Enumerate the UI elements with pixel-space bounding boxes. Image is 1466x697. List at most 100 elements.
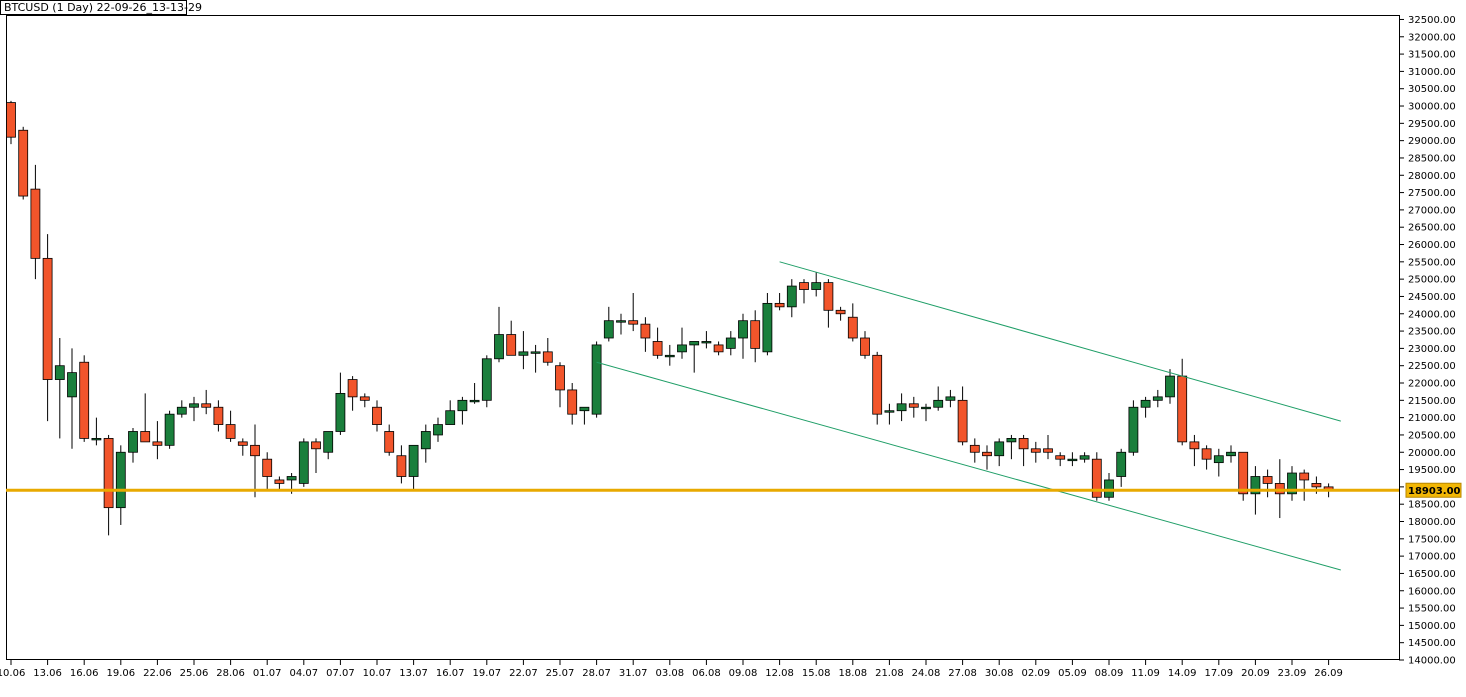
x-tick-label: 28.06 [216, 668, 245, 679]
candle-body-up [457, 399, 468, 412]
x-tick-label: 19.07 [472, 668, 501, 679]
y-tick-label: 18500.00 [1408, 500, 1456, 511]
candle [1213, 448, 1224, 477]
candle-body-up [420, 431, 431, 450]
candle-body-down [140, 431, 151, 443]
candle [128, 428, 138, 463]
x-tick-label: 08.09 [1095, 668, 1124, 679]
candle-body-down [1201, 448, 1212, 460]
candle [372, 400, 382, 432]
candle-body-up [1140, 399, 1151, 408]
candle-body-up [164, 413, 175, 446]
candle-body-up [189, 403, 199, 408]
candle [323, 431, 334, 460]
y-tick-label: 32500.00 [1408, 15, 1456, 26]
y-tick-label: 21500.00 [1408, 396, 1456, 407]
candle-body-up [786, 285, 797, 308]
candle [30, 164, 41, 280]
candle-body-down [555, 365, 565, 391]
chart-title: BTCUSD (1 Day) 22-09-26_13-13-29 [4, 1, 202, 14]
candle-body-down [30, 188, 41, 259]
candle [176, 400, 187, 418]
candle-body-down [79, 361, 90, 439]
candle-body-up [1128, 406, 1139, 453]
candle-body-up [725, 337, 736, 349]
y-tick-label: 15500.00 [1408, 604, 1456, 615]
y-tick-label: 22000.00 [1408, 379, 1456, 390]
candle [1018, 434, 1029, 467]
x-tick-label: 10.06 [0, 668, 25, 679]
candle-body-down [908, 403, 919, 408]
candle-body-down [1238, 451, 1249, 495]
x-tick-label: 06.08 [692, 668, 721, 679]
candle-body-down [311, 441, 321, 450]
trend-lines-layer [6, 261, 1399, 571]
candle-body-down [982, 451, 992, 457]
candle-body-down [506, 334, 517, 356]
candle-body-down [1299, 472, 1310, 481]
y-tick-label: 26500.00 [1408, 223, 1456, 234]
candle [908, 396, 919, 418]
y-tick-label: 14000.00 [1408, 656, 1456, 667]
candle [1226, 445, 1236, 463]
y-tick-label: 31500.00 [1408, 50, 1456, 61]
candle-body-down [1018, 438, 1029, 450]
candle [518, 331, 529, 370]
candle [786, 279, 797, 318]
candle [1189, 434, 1200, 467]
x-tick-label: 17.09 [1204, 668, 1233, 679]
candle [384, 424, 395, 456]
y-tick-label: 25000.00 [1408, 275, 1456, 286]
candle-body-up [616, 320, 626, 323]
candle [1116, 448, 1127, 487]
candle-body-down [628, 320, 639, 325]
candle-body-up [603, 320, 614, 339]
x-tick-label: 13.07 [399, 668, 428, 679]
candle-body-down [750, 320, 761, 349]
candle-body-up [335, 392, 346, 432]
candle-body-up [579, 406, 590, 412]
candle [701, 331, 712, 349]
candle-body-up [884, 410, 895, 413]
candle-body-down [347, 379, 358, 398]
x-tick-label: 22.06 [143, 668, 172, 679]
candle [54, 338, 65, 439]
candle-body-down [225, 424, 236, 439]
y-tick-label: 17500.00 [1408, 534, 1456, 545]
candle-body-down [1043, 448, 1053, 453]
candle-body-up [286, 476, 297, 481]
candle-body-up [1165, 375, 1175, 398]
candle [713, 341, 724, 356]
candle [872, 351, 883, 425]
candle [725, 331, 736, 356]
candle [969, 438, 980, 463]
candle [945, 389, 956, 408]
candle [140, 393, 151, 443]
candle [835, 306, 846, 321]
candle [420, 424, 431, 463]
candle [1067, 452, 1078, 467]
candle [1152, 389, 1163, 408]
candle-body-up [408, 444, 419, 477]
candle-body-up [933, 399, 944, 408]
x-tick-label: 20.09 [1241, 668, 1270, 679]
y-tick-label: 22500.00 [1408, 361, 1456, 372]
candle-body-down [1311, 483, 1322, 488]
candle [274, 476, 285, 491]
candle-body-down [860, 337, 870, 356]
candle [457, 396, 468, 425]
x-tick-label: 11.09 [1131, 668, 1160, 679]
y-tick-label: 27000.00 [1408, 205, 1456, 216]
candle-body-up [945, 396, 956, 401]
y-tick-label: 16500.00 [1408, 569, 1456, 580]
candle [799, 279, 809, 304]
candle-body-up [762, 302, 773, 353]
candle [1104, 473, 1114, 501]
x-tick-label: 24.08 [912, 668, 941, 679]
candle [811, 272, 822, 297]
candle-body-up [664, 354, 675, 358]
candle-body-down [567, 389, 578, 415]
candle [762, 292, 773, 356]
candle [433, 417, 443, 442]
